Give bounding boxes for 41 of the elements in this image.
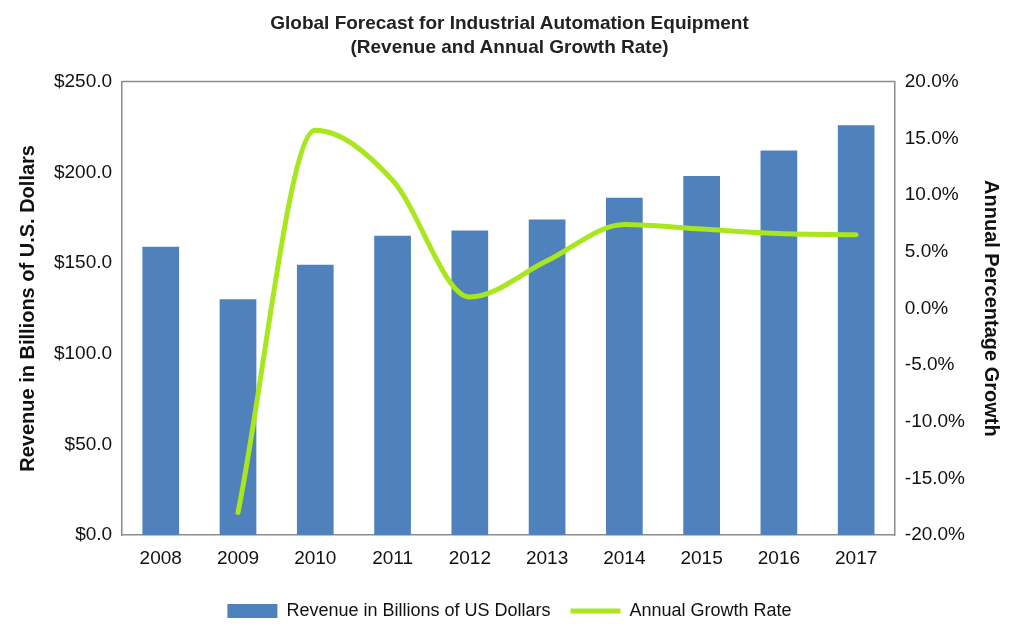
x-tick-label: 2011 bbox=[372, 546, 413, 568]
bar bbox=[296, 264, 334, 536]
y-tick-label: $200.0 bbox=[53, 160, 113, 182]
y-tick-label: $50.0 bbox=[64, 432, 113, 454]
y2-tick-label: -15.0% bbox=[904, 466, 966, 488]
y-axis-title: Revenue in Billions of U.S. Dollars bbox=[15, 145, 38, 472]
y-tick-label: $150.0 bbox=[53, 251, 113, 273]
y2-tick-label: 15.0% bbox=[904, 126, 959, 148]
x-tick-label: 2016 bbox=[757, 546, 801, 568]
bar bbox=[219, 299, 257, 536]
y2-tick-label: 20.0% bbox=[904, 69, 959, 91]
bar bbox=[142, 246, 180, 536]
y2-tick-label: 10.0% bbox=[904, 183, 959, 205]
chart-subtitle: (Revenue and Annual Growth Rate) bbox=[350, 36, 669, 58]
bar bbox=[528, 219, 566, 536]
x-tick-label: 2009 bbox=[216, 546, 260, 568]
y2-tick-label: 0.0% bbox=[904, 296, 949, 318]
x-tick-label: 2013 bbox=[525, 546, 569, 568]
x-tick-label: 2014 bbox=[603, 546, 646, 568]
y2-tick-label: -5.0% bbox=[904, 353, 955, 375]
y2-tick-label: 5.0% bbox=[904, 239, 949, 261]
y-tick-label: $100.0 bbox=[53, 341, 113, 363]
x-tick-label: 2010 bbox=[294, 546, 337, 568]
y-tick-label: $250.0 bbox=[53, 69, 113, 91]
y2-tick-label: -20.0% bbox=[904, 523, 966, 545]
legend-label: Annual Growth Rate bbox=[629, 599, 792, 620]
bar bbox=[837, 125, 875, 536]
bar bbox=[760, 150, 798, 536]
y-tick-label: $0.0 bbox=[75, 523, 113, 545]
x-tick-label: 2017 bbox=[835, 546, 878, 568]
x-tick-label: 2012 bbox=[448, 546, 491, 568]
legend-label: Revenue in Billions of US Dollars bbox=[286, 599, 551, 620]
bar bbox=[683, 175, 720, 536]
y2-axis-title: Annual Percentage Growth bbox=[981, 180, 1004, 437]
chart-title: Global Forecast for Industrial Automation Equipment bbox=[270, 11, 750, 33]
bar bbox=[606, 197, 643, 536]
y2-tick-label: -10.0% bbox=[904, 410, 966, 432]
x-tick-label: 2008 bbox=[139, 546, 182, 568]
x-tick-label: 2015 bbox=[680, 546, 723, 568]
bar bbox=[451, 230, 489, 536]
bar bbox=[374, 235, 411, 536]
